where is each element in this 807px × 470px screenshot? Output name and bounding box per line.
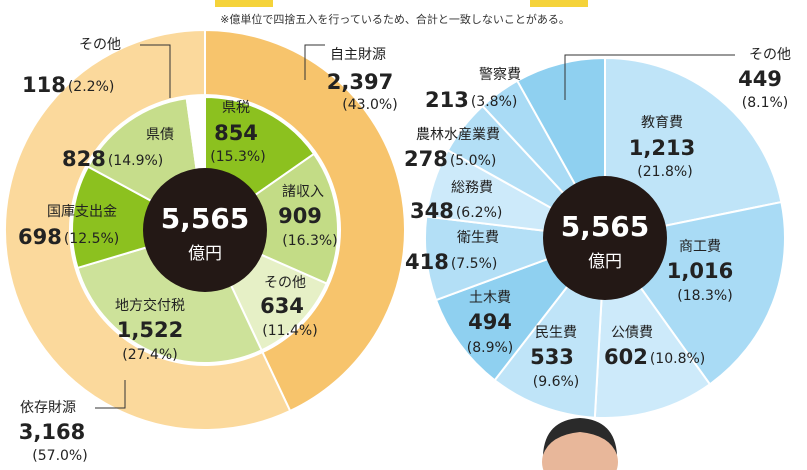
header-bar (530, 0, 588, 7)
share-label: (57.0%) (32, 448, 87, 464)
segment-name: 県税 (222, 100, 250, 116)
segment-name: 県債 (146, 127, 174, 143)
segment-name: 総務費 (451, 180, 493, 196)
value-label: 533 (530, 345, 574, 369)
value-label: 1,213 (629, 136, 695, 160)
value-label: 2,397 (327, 70, 393, 94)
segment-name: 土木費 (469, 290, 511, 306)
value-label: 1,016 (667, 259, 733, 283)
wedge (604, 56, 783, 240)
unit-label: 億円 (188, 244, 222, 264)
value-label: 634 (260, 294, 304, 318)
share-label: (18.3%) (677, 288, 732, 304)
share-label: (5.0%) (450, 153, 497, 169)
share-label: (14.9%) (108, 153, 163, 169)
segment-name: 商工費 (679, 239, 721, 255)
value-label: 278 (404, 147, 448, 171)
segment-name: 自主財源 (330, 47, 386, 63)
segment-name: 農林水産業費 (416, 127, 500, 143)
wedge (4, 28, 292, 431)
leader-line (564, 54, 735, 100)
segment-name: 民生費 (535, 325, 577, 341)
share-label: (21.8%) (637, 164, 692, 180)
segment-name: 国庫支出金 (47, 203, 117, 220)
header-bar (215, 0, 273, 7)
share-label: (8.1%) (742, 95, 789, 111)
value-label: 494 (468, 310, 512, 334)
value-label: 909 (278, 204, 322, 228)
segment-name: その他 (264, 275, 306, 291)
share-label: (12.5%) (64, 231, 119, 247)
person-photo (542, 418, 618, 470)
share-label: (9.6%) (533, 374, 580, 390)
value-label: 213 (425, 88, 469, 112)
value-label: 418 (405, 250, 449, 274)
segment-name: 依存財源 (20, 400, 76, 416)
wedge (202, 152, 339, 285)
value-label: 3,168 (19, 420, 85, 444)
segment-name: 警察費 (479, 66, 521, 83)
value-label: 828 (62, 147, 106, 171)
value-label: 449 (738, 67, 782, 91)
value-label: 602 (604, 345, 648, 369)
share-label: (43.0%) (342, 97, 397, 113)
total-label: 5,565 (161, 202, 250, 235)
value-label: 854 (214, 121, 258, 145)
note: ※億単位で四捨五入を行っているため、合計と一致しないことがある。 (220, 12, 570, 26)
share-label: (2.2%) (68, 79, 115, 95)
share-label: (6.2%) (456, 205, 503, 221)
value-label: 118 (22, 73, 66, 97)
share-label: (16.3%) (282, 233, 337, 249)
value-label: 1,522 (117, 318, 183, 342)
segment-name: その他 (749, 47, 791, 63)
total-label: 5,565 (561, 210, 650, 243)
segment-name: 教育費 (641, 115, 683, 131)
leader-line (304, 44, 325, 80)
segment-name: 公債費 (611, 325, 653, 341)
leader-line (95, 380, 126, 409)
segment-name: 諸収入 (282, 184, 324, 200)
share-label: (10.8%) (650, 351, 705, 367)
unit-label: 億円 (588, 252, 622, 272)
share-label: (11.4%) (262, 323, 317, 339)
segment-name: 衛生費 (457, 230, 499, 246)
center-disc (543, 176, 667, 300)
share-label: (7.5%) (451, 256, 498, 272)
segment-name: その他 (79, 37, 121, 53)
share-label: (27.4%) (122, 347, 177, 363)
share-label: (3.8%) (471, 94, 518, 110)
leader-line (140, 44, 171, 98)
share-label: (8.9%) (467, 340, 514, 356)
segment-name: 地方交付税 (115, 297, 185, 314)
value-label: 348 (410, 199, 454, 223)
wedge (204, 28, 406, 413)
value-label: 698 (18, 225, 62, 249)
center-disc (143, 168, 267, 292)
share-label: (15.3%) (210, 149, 265, 165)
